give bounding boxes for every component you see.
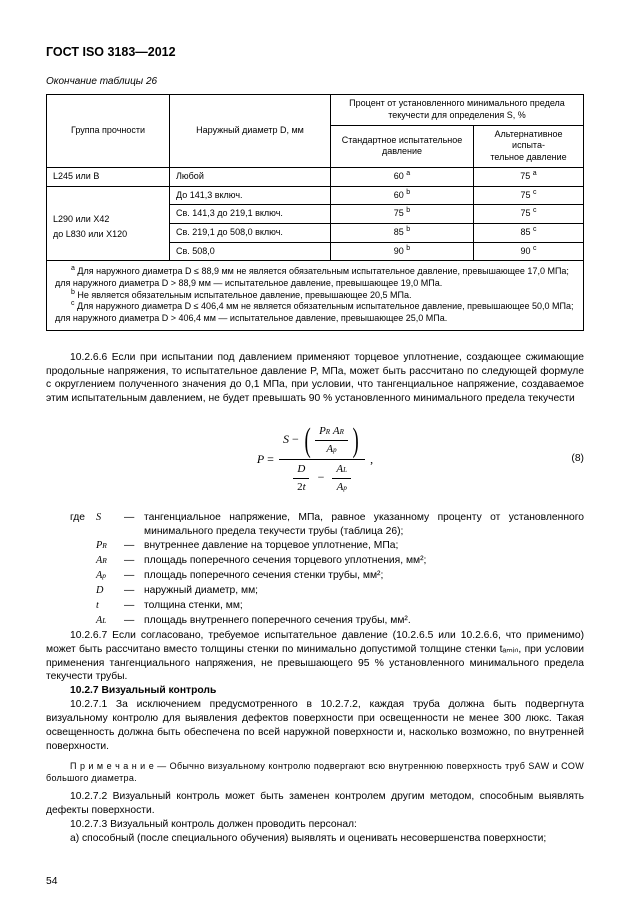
table-row: L290 или X42 до L830 или X120 До 141,3 в… [47, 186, 584, 205]
strength-table: Группа прочности Наружный диаметр D, мм … [46, 94, 584, 330]
definitions-list: гдеS—тангенциальное напряжение, МПа, рав… [46, 511, 584, 628]
col-percent: Процент от установленного минимального п… [331, 95, 584, 125]
note: П р и м е ч а н и е — Обычно визуальному… [46, 760, 584, 784]
table-caption: Окончание таблицы 26 [46, 75, 584, 89]
table-row: L245 или B Любой 60 a 75 a [47, 167, 584, 186]
doc-header: ГОСТ ISO 3183—2012 [46, 44, 584, 61]
para-10-2-7-2: 10.2.7.2 Визуальный контроль может быть … [46, 790, 584, 818]
para-10-2-7-3: 10.2.7.3 Визуальный контроль должен пров… [46, 818, 584, 832]
page-number: 54 [46, 875, 57, 889]
col-diameter: Наружный диаметр D, мм [170, 95, 331, 167]
eq-number: (8) [571, 452, 584, 466]
para-10-2-6-6: 10.2.6.6 Если при испытании под давление… [46, 351, 584, 407]
table-footnotes: a Для наружного диаметра D ≤ 88,9 мм не … [47, 261, 584, 330]
section-10-2-7-title: 10.2.7 Визуальный контроль [46, 684, 584, 698]
col-group: Группа прочности [47, 95, 170, 167]
para-10-2-6-7: 10.2.6.7 Если согласовано, требуемое исп… [46, 629, 584, 685]
equation-8: P = S − (PR ARAp) D2t − ALAp , (8) [46, 422, 584, 496]
col-alt: Альтернативное испыта- тельное давление [474, 125, 584, 167]
para-10-2-7-1: 10.2.7.1 За исключением предусмотренного… [46, 698, 584, 754]
col-standard: Стандартное испытательное давление [331, 125, 474, 167]
para-a: a) способный (после специального обучени… [46, 832, 584, 846]
